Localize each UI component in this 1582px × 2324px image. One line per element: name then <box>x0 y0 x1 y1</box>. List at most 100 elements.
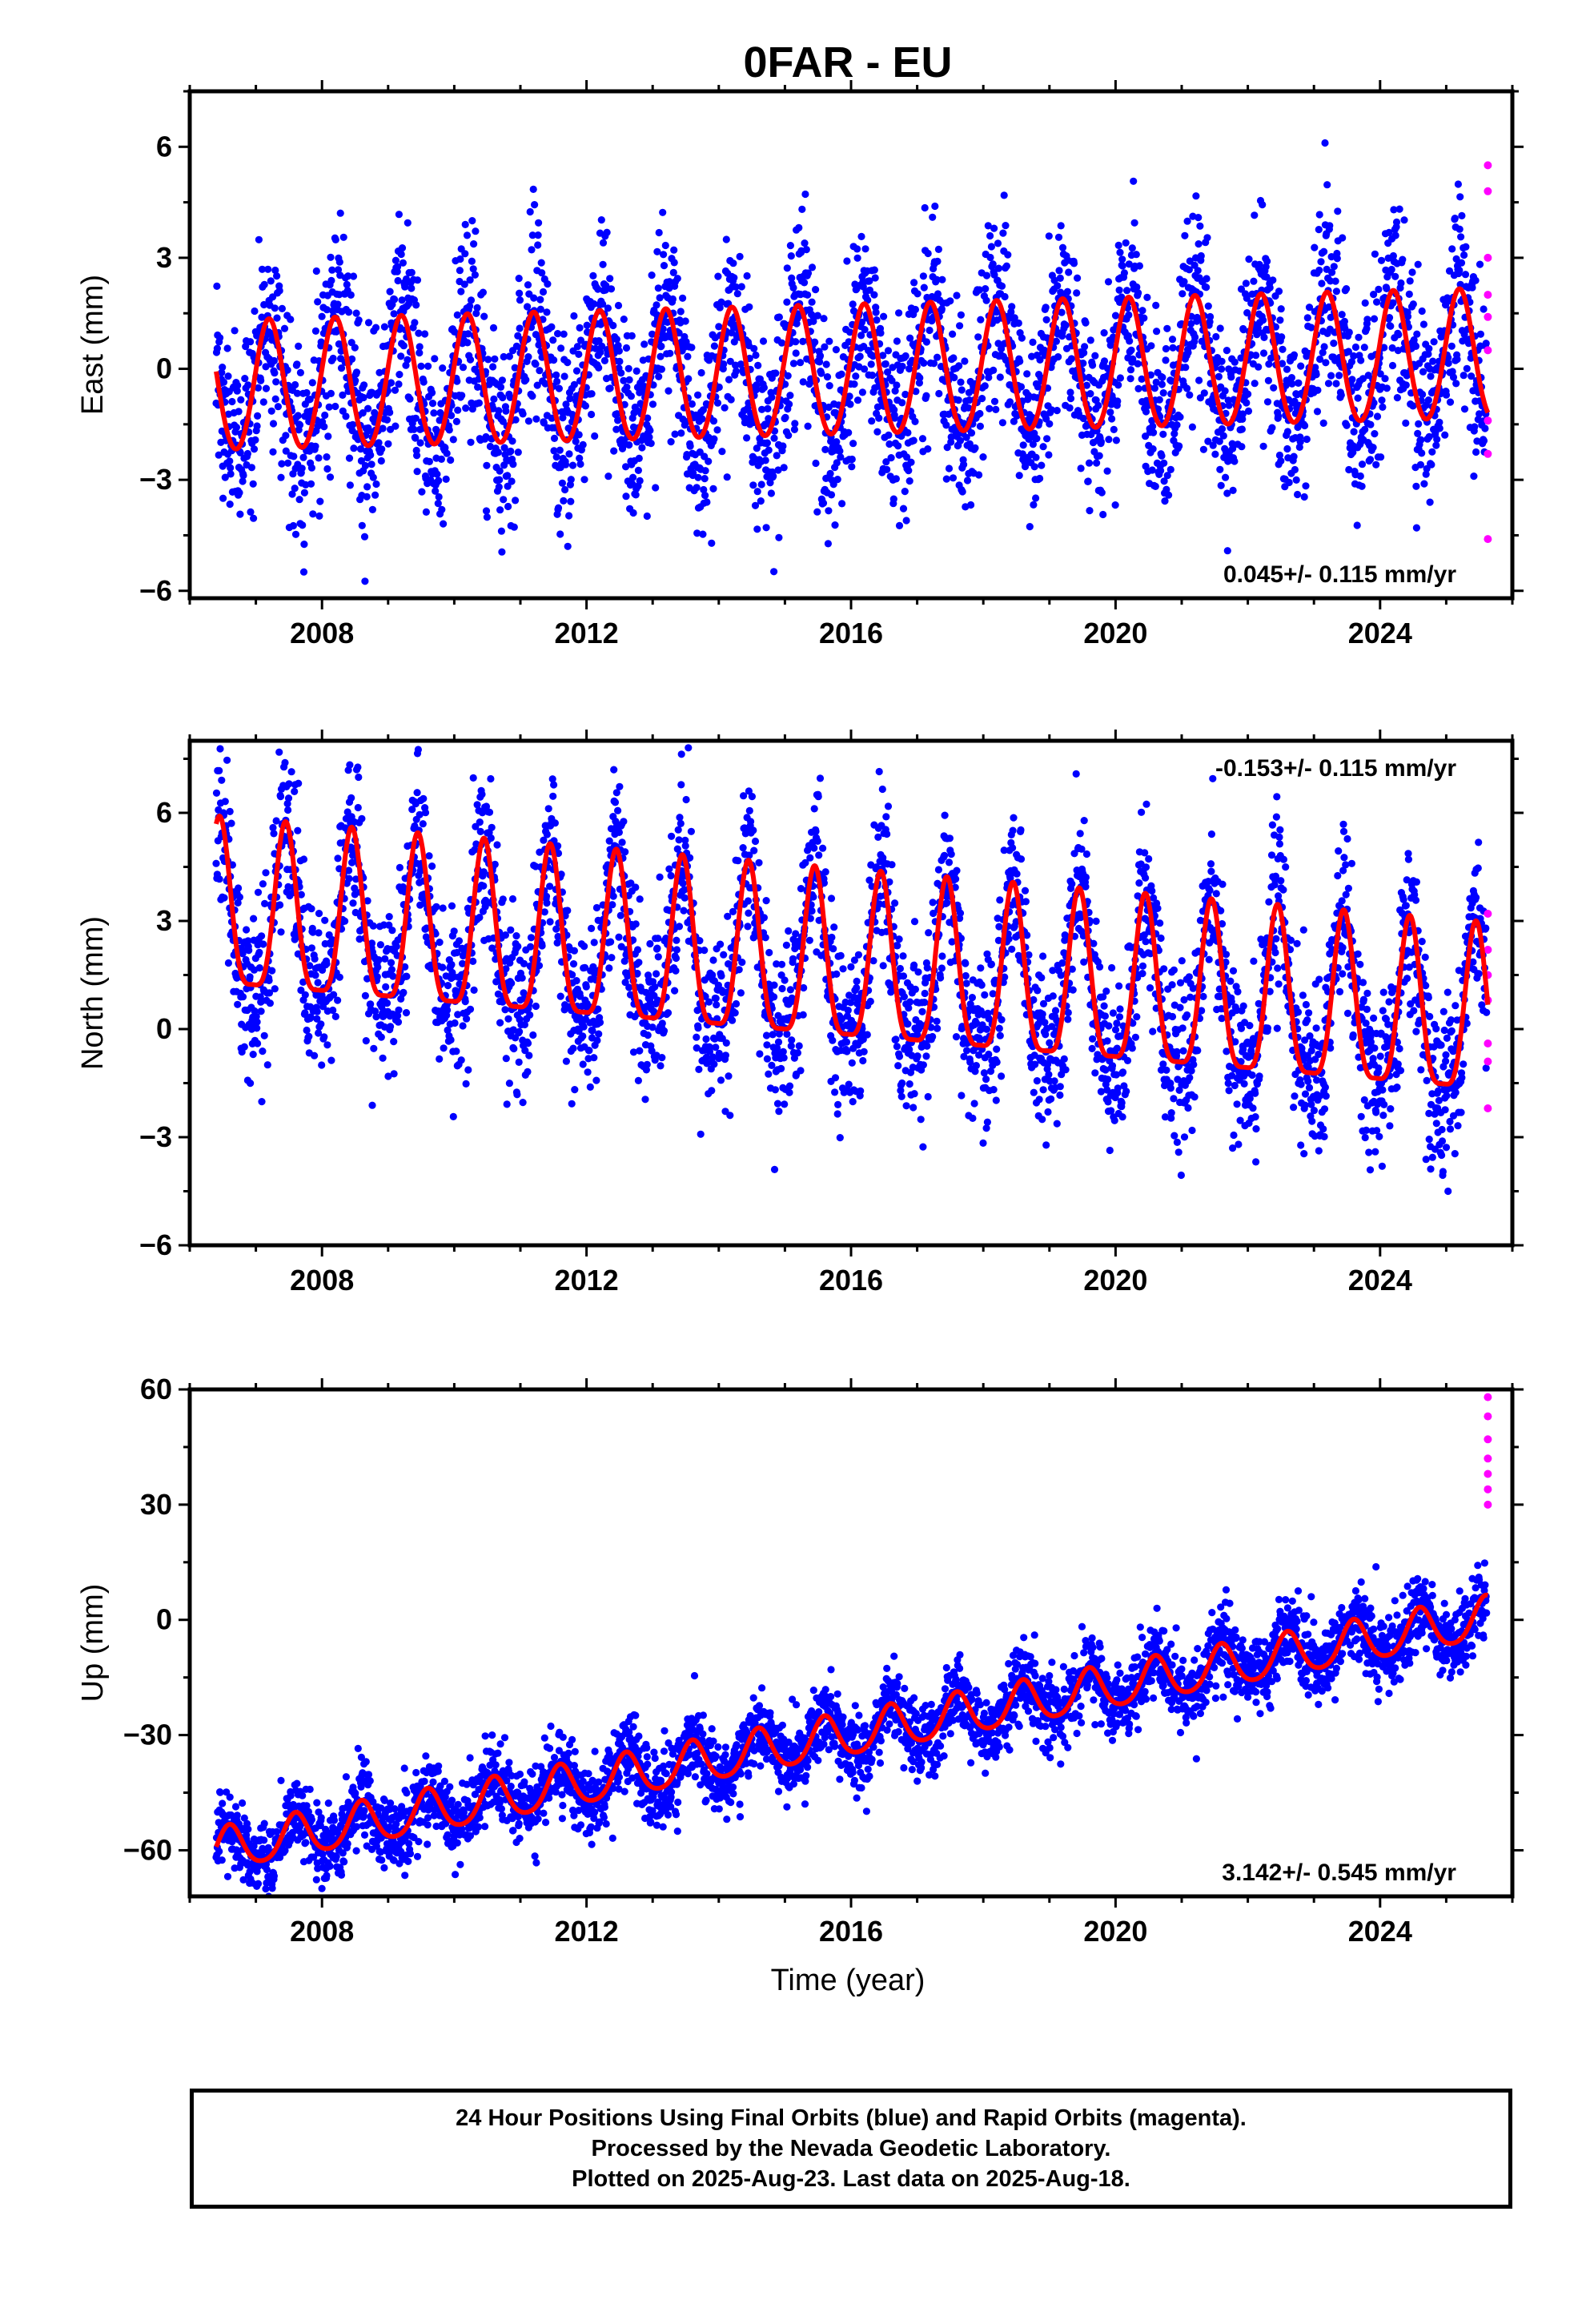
final-orbit-point <box>1134 384 1142 392</box>
final-orbit-point <box>406 395 414 403</box>
final-orbit-point <box>954 396 962 404</box>
final-orbit-point <box>825 337 833 345</box>
final-orbit-point <box>933 275 941 283</box>
final-orbit-point <box>658 1019 666 1027</box>
final-orbit-point <box>250 514 258 522</box>
final-orbit-point <box>1417 436 1425 444</box>
final-orbit-point <box>1104 364 1112 372</box>
final-orbit-point <box>887 454 895 462</box>
final-orbit-point <box>1223 547 1231 555</box>
final-orbit-point <box>958 386 966 394</box>
final-orbit-point <box>1116 248 1124 256</box>
final-orbit-point <box>898 399 906 407</box>
final-orbit-point <box>568 1100 576 1108</box>
final-orbit-point <box>1043 435 1051 443</box>
final-orbit-point <box>1314 386 1322 394</box>
final-orbit-point <box>949 474 958 482</box>
final-orbit-point <box>565 512 573 520</box>
final-orbit-point <box>394 1018 403 1026</box>
final-orbit-point <box>249 480 257 488</box>
final-orbit-point <box>730 274 738 282</box>
final-orbit-point <box>653 944 661 952</box>
final-orbit-point <box>552 371 560 379</box>
final-orbit-point <box>1168 336 1177 344</box>
final-orbit-point <box>880 312 888 320</box>
final-orbit-point <box>652 301 661 309</box>
final-orbit-point <box>498 548 506 556</box>
final-orbit-point <box>1207 312 1215 321</box>
final-orbit-point <box>1428 448 1436 456</box>
final-orbit-point <box>345 454 354 462</box>
final-orbit-point <box>1267 354 1275 362</box>
final-orbit-point <box>233 387 241 395</box>
final-orbit-point <box>378 445 386 453</box>
final-orbit-point <box>251 307 259 316</box>
final-orbit-point <box>753 444 761 452</box>
final-orbit-point <box>311 955 319 963</box>
final-orbit-point <box>1158 373 1166 381</box>
final-orbit-point <box>978 395 986 403</box>
final-orbit-point <box>825 507 833 515</box>
final-orbit-point <box>532 1002 540 1011</box>
final-orbit-point <box>277 928 285 936</box>
final-orbit-point <box>1409 300 1417 308</box>
final-orbit-point <box>641 1096 649 1104</box>
final-orbit-point <box>307 944 315 952</box>
final-orbit-point <box>750 344 758 352</box>
final-orbit-point <box>671 987 679 995</box>
final-orbit-point <box>221 473 229 481</box>
final-orbit-point <box>677 308 685 316</box>
final-orbit-point <box>1053 406 1061 415</box>
final-orbit-point <box>564 359 572 367</box>
final-orbit-point <box>414 746 423 754</box>
final-orbit-point <box>646 426 654 435</box>
final-orbit-point <box>239 472 247 480</box>
final-orbit-point <box>282 447 290 455</box>
final-orbit-point <box>1191 333 1199 341</box>
final-orbit-point <box>519 1099 527 1107</box>
final-orbit-point <box>500 444 508 452</box>
final-orbit-point <box>612 425 620 433</box>
final-orbit-point <box>334 996 342 1004</box>
final-orbit-point <box>254 412 262 420</box>
final-orbit-point <box>837 453 845 461</box>
final-orbit-point <box>1292 476 1300 485</box>
final-orbit-point <box>1161 497 1169 505</box>
final-orbit-point <box>981 382 989 390</box>
final-orbit-point <box>252 1012 260 1020</box>
final-orbit-point <box>693 529 701 537</box>
final-orbit-point <box>444 982 452 990</box>
final-orbit-point <box>725 376 733 384</box>
final-orbit-point <box>1361 425 1369 434</box>
final-orbit-point <box>697 1130 705 1138</box>
final-orbit-point <box>832 346 840 354</box>
final-orbit-point <box>275 287 283 295</box>
final-orbit-point <box>294 826 302 834</box>
final-orbit-point <box>484 356 492 364</box>
final-orbit-point <box>1403 372 1411 380</box>
final-orbit-point <box>1042 304 1050 312</box>
final-orbit-point <box>259 880 267 888</box>
final-orbit-point <box>368 505 376 514</box>
final-orbit-point <box>450 927 458 935</box>
final-orbit-point <box>905 477 913 485</box>
final-orbit-point <box>1036 474 1044 483</box>
final-orbit-point <box>502 407 510 415</box>
final-orbit-point <box>1444 354 1452 362</box>
final-orbit-point <box>464 1066 472 1074</box>
final-orbit-point <box>992 405 1000 413</box>
final-orbit-point <box>987 243 995 251</box>
final-orbit-point <box>299 855 308 863</box>
final-orbit-point <box>391 386 400 394</box>
final-orbit-point <box>1290 351 1299 359</box>
final-orbit-point <box>541 380 549 388</box>
final-orbit-point <box>1287 374 1295 382</box>
final-orbit-point <box>335 973 343 981</box>
final-orbit-point <box>505 1080 514 1088</box>
final-orbit-point <box>448 960 456 969</box>
final-orbit-point <box>720 360 728 368</box>
final-orbit-point <box>801 279 809 287</box>
final-orbit-point <box>1200 389 1208 397</box>
